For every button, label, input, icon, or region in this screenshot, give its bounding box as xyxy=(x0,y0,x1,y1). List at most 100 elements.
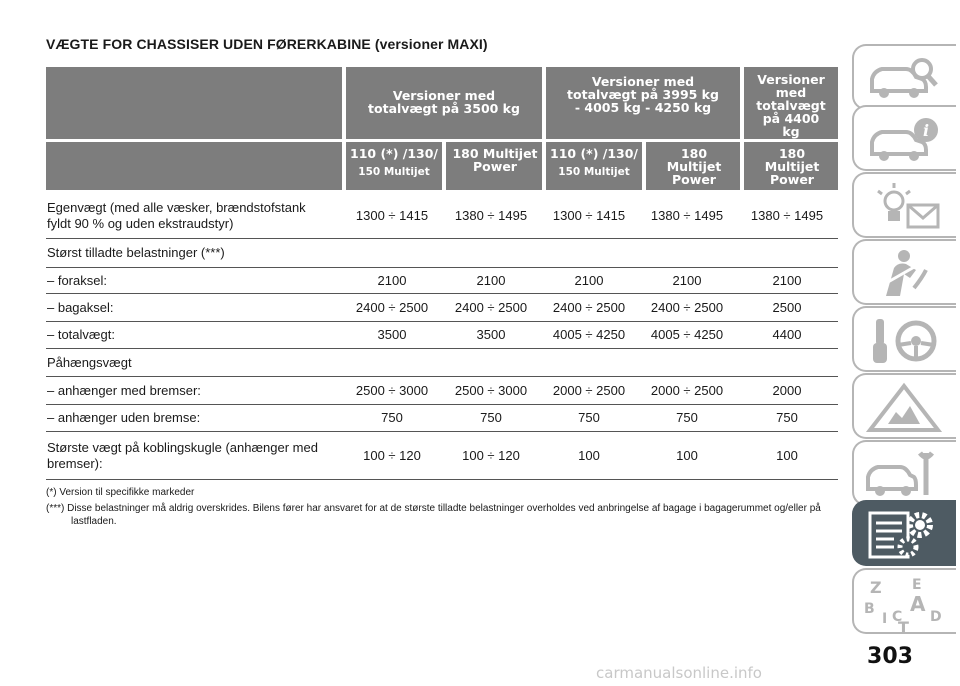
chapter-tab-car-tools[interactable] xyxy=(852,440,956,506)
header-group-3500: Versioner med totalvægt på 3500 kg xyxy=(346,67,542,139)
document-gear-icon xyxy=(868,511,933,559)
letter-e: E xyxy=(912,577,922,593)
row-value: 2400 ÷ 2500 xyxy=(454,299,528,315)
row-value: 2100 xyxy=(772,272,802,288)
subheader-engine-a-line1: 110 (*) /130/ xyxy=(550,146,638,161)
row-value: 4005 ÷ 4250 xyxy=(552,327,626,342)
table-row: Størst tilladte belastninger (***) xyxy=(46,239,838,268)
letter-b: B xyxy=(864,601,875,617)
letter-z: Z xyxy=(870,578,882,597)
svg-text:i: i xyxy=(923,121,929,140)
table-body: Egenvægt (med alle væsker, brændstofstan… xyxy=(46,194,838,480)
letter-a: A xyxy=(910,592,926,616)
chapter-tab-alphabetical-index[interactable]: Z E B A I C D T xyxy=(852,568,956,634)
footnote-version: (*) Version til specifikke markeder xyxy=(46,487,195,498)
row-value: 100 ÷ 120 xyxy=(363,447,421,463)
footnote-loads: (***) Disse belastninger må aldrig overs… xyxy=(46,503,821,527)
car-search-icon xyxy=(870,58,938,98)
row-value: 2400 ÷ 2500 xyxy=(355,299,429,315)
row-value: 750 xyxy=(776,410,798,425)
page-number: 303 xyxy=(867,644,913,669)
row-value: 1300 ÷ 1415 xyxy=(552,208,626,223)
row-value: 4005 ÷ 4250 xyxy=(650,327,724,342)
chapter-sidebar: i xyxy=(852,0,960,686)
table-row: – bagaksel: 2400 ÷ 2500 2400 ÷ 2500 2400… xyxy=(46,294,838,322)
car-info-icon: i xyxy=(870,118,938,161)
subheader-engine-b-2: 180 Multijet Power xyxy=(646,142,740,190)
row-value: 2500 ÷ 3000 xyxy=(355,382,429,398)
row-label: Største vægt på koblingskugle (anhænger … xyxy=(47,439,318,471)
row-label: – bagaksel: xyxy=(47,299,114,315)
header-blank xyxy=(46,67,342,139)
subheader-blank xyxy=(46,142,342,190)
row-label: – anhænger med bremser: xyxy=(47,382,201,398)
table-row: Største vægt på koblingskugle (anhænger … xyxy=(46,432,838,480)
row-value: 100 xyxy=(578,447,600,463)
row-value: 2400 ÷ 2500 xyxy=(552,299,626,315)
subheader-engine-a-line2: 150 Multijet xyxy=(358,166,430,178)
watermark: carmanualsonline.info xyxy=(596,664,762,682)
row-value: 100 xyxy=(776,447,798,463)
row-label: – anhænger uden bremse: xyxy=(47,410,201,425)
row-value: 750 xyxy=(480,410,502,425)
steering-key-icon xyxy=(873,319,937,363)
row-value: 2500 xyxy=(772,299,802,315)
row-label: Egenvægt (med alle væsker, brændstofstan… xyxy=(47,200,306,231)
table-row: Påhængsvægt xyxy=(46,349,838,377)
header-group-4400: Versioner med totalvægt på 4400 kg xyxy=(744,67,838,139)
alphabet-index-icon: Z E B A I C D T xyxy=(864,577,942,633)
row-label: Størst tilladte belastninger (***) xyxy=(47,245,225,260)
row-value: 4400 xyxy=(772,327,802,342)
row-value: 2400 ÷ 2500 xyxy=(650,299,724,315)
row-value: 3500 xyxy=(476,327,506,342)
chapter-tab-steering-key[interactable] xyxy=(852,306,956,372)
page-title: VÆGTE FOR CHASSISER UDEN FØRERKABINE (ve… xyxy=(46,36,488,52)
subheader-engine-a-line2: 150 Multijet xyxy=(558,166,630,178)
table-row: – anhænger uden bremse: 750 750 750 750 … xyxy=(46,405,838,432)
chapter-tab-car-search[interactable] xyxy=(852,44,956,110)
table-row: – foraksel: 2100 2100 2100 2100 2100 xyxy=(46,268,838,294)
row-value: 2000 ÷ 2500 xyxy=(650,382,724,398)
warning-triangle-icon xyxy=(865,382,943,432)
row-value: 2100 xyxy=(672,272,702,288)
row-value: 3500 xyxy=(377,327,407,342)
row-value: 1300 ÷ 1415 xyxy=(355,208,429,223)
row-value: 750 xyxy=(676,410,698,425)
table-row: – anhænger med bremser: 2500 ÷ 3000 2500… xyxy=(46,377,838,405)
row-value: 1380 ÷ 1495 xyxy=(454,208,528,223)
chapter-tab-airbag-seat[interactable] xyxy=(852,239,956,305)
letter-i: I xyxy=(882,611,887,627)
row-value: 2100 xyxy=(476,272,506,288)
row-label: Påhængsvægt xyxy=(47,354,132,370)
chapter-tab-car-info[interactable]: i xyxy=(852,105,956,171)
letter-d: D xyxy=(930,609,942,625)
row-value: 2000 ÷ 2500 xyxy=(552,382,626,398)
row-value: 2100 xyxy=(377,272,407,288)
subheader-engine-b-1: 180 Multijet Power xyxy=(446,142,542,190)
footnotes: (*) Version til specifikke markeder (***… xyxy=(46,486,836,528)
warning-lights-icon xyxy=(877,183,940,229)
airbag-seat-icon xyxy=(886,250,928,296)
row-value: 1380 ÷ 1495 xyxy=(750,208,824,223)
table-row: Egenvægt (med alle væsker, brændstofstan… xyxy=(46,194,838,239)
subheader-engine-b-3: 180 Multijet Power xyxy=(744,142,838,190)
row-value: 2000 xyxy=(772,382,802,398)
row-label: – foraksel: xyxy=(47,272,107,288)
car-tools-icon xyxy=(866,451,934,496)
row-value: 750 xyxy=(381,410,403,425)
row-value: 2100 xyxy=(574,272,604,288)
row-value: 100 xyxy=(676,447,698,463)
subheader-engine-a-1: 110 (*) /130/ 150 Multijet xyxy=(346,142,442,190)
row-value: 2500 ÷ 3000 xyxy=(454,382,528,398)
subheader-engine-a-2: 110 (*) /130/ 150 Multijet xyxy=(546,142,642,190)
chapter-tab-warning-lights[interactable] xyxy=(852,172,956,238)
row-value: 750 xyxy=(578,410,600,425)
row-value: 1380 ÷ 1495 xyxy=(650,208,724,223)
row-value: 100 ÷ 120 xyxy=(462,447,520,463)
subheader-engine-a-line1: 110 (*) /130/ xyxy=(350,146,438,161)
chapter-tab-technical-data[interactable] xyxy=(852,500,956,566)
table-row: – totalvægt: 3500 3500 4005 ÷ 4250 4005 … xyxy=(46,322,838,349)
letter-t: T xyxy=(898,618,909,633)
chapter-tab-warning-triangle[interactable] xyxy=(852,373,956,439)
letter-c: C xyxy=(892,609,902,625)
